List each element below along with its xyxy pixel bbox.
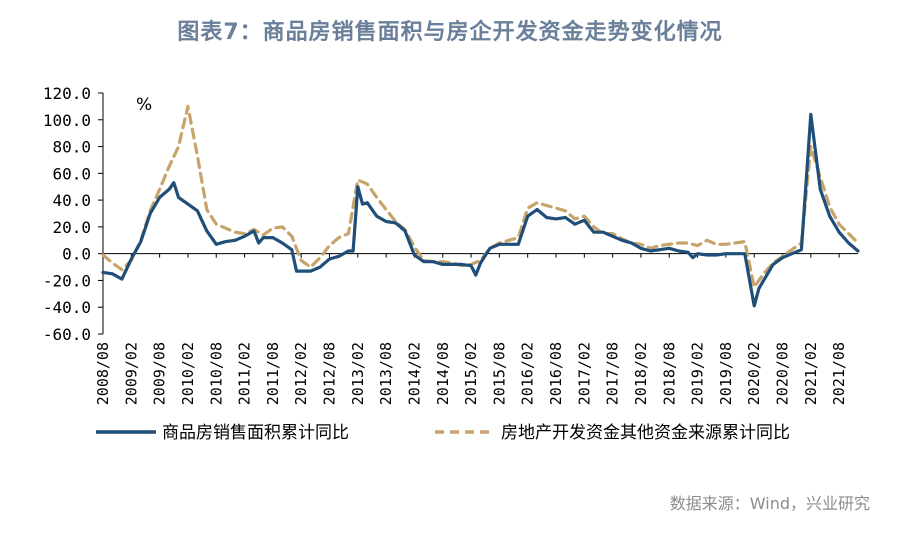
- x-tick-label: 2015/08: [490, 342, 508, 405]
- x-tick-label: 2009/02: [122, 342, 140, 405]
- y-tick-label: -60.0: [43, 325, 91, 344]
- x-tick-label: 2009/08: [151, 342, 169, 405]
- x-tick-label: 2016/02: [519, 342, 537, 405]
- x-tick-label: 2017/08: [604, 342, 622, 405]
- x-tick-label: 2013/02: [349, 342, 367, 405]
- y-axis-unit-label: %: [136, 95, 152, 115]
- source-note: 数据来源：Wind，兴业研究: [669, 494, 870, 513]
- x-tick-label: 2010/08: [207, 342, 225, 405]
- legend: 商品房销售面积累计同比 房地产开发资金其他资金来源累计同比: [96, 423, 790, 443]
- x-tick-label: 2018/02: [632, 342, 650, 405]
- y-tick-label: 20.0: [52, 218, 91, 237]
- series-line-1: [101, 112, 860, 308]
- x-tick-label: 2010/02: [179, 342, 197, 405]
- x-axis-ticks: 2008/08 2009/02 2009/08 2010/02 2010/08 2011/…: [94, 253, 848, 405]
- x-tick-label: 2021/08: [830, 342, 848, 405]
- series-lines: [101, 104, 860, 308]
- y-axis-ticks: 120.0 100.0 80.0 60.0 40.0 20.0 0.0 -20.0 -40.0 -…: [43, 84, 103, 344]
- x-tick-label: 2014/08: [434, 342, 452, 405]
- x-tick-label: 2020/08: [774, 342, 792, 405]
- x-tick-label: 2019/02: [689, 342, 707, 405]
- chart-title: 图表7：商品房销售面积与房企开发资金走势变化情况: [177, 20, 723, 45]
- x-tick-label: 2013/08: [377, 342, 395, 405]
- x-tick-label: 2011/02: [236, 342, 254, 405]
- x-tick-label: 2019/08: [717, 342, 735, 405]
- x-tick-label: 2017/02: [575, 342, 593, 405]
- y-tick-label: 40.0: [52, 191, 91, 210]
- x-tick-label: 2020/02: [745, 342, 763, 405]
- series-line-2: [101, 104, 860, 289]
- legend-label-2: 房地产开发资金其他资金来源累计同比: [501, 423, 790, 443]
- x-tick-label: 2011/08: [264, 342, 282, 405]
- x-tick-label: 2018/08: [660, 342, 678, 405]
- y-tick-label: -40.0: [43, 298, 91, 317]
- x-tick-label: 2015/02: [462, 342, 480, 405]
- x-tick-label: 2016/08: [547, 342, 565, 405]
- x-tick-label: 2014/02: [405, 342, 423, 405]
- y-tick-label: 100.0: [43, 111, 91, 130]
- y-tick-label: 0.0: [62, 245, 91, 264]
- x-tick-label: 2012/02: [292, 342, 310, 405]
- y-tick-label: 120.0: [43, 84, 91, 103]
- x-tick-label: 2008/08: [94, 342, 112, 405]
- y-tick-label: 80.0: [52, 138, 91, 157]
- y-tick-label: 60.0: [52, 164, 91, 183]
- y-tick-label: -20.0: [43, 271, 91, 290]
- x-tick-label: 2012/08: [321, 342, 339, 405]
- x-tick-label: 2021/02: [802, 342, 820, 405]
- legend-label-1: 商品房销售面积累计同比: [162, 423, 349, 443]
